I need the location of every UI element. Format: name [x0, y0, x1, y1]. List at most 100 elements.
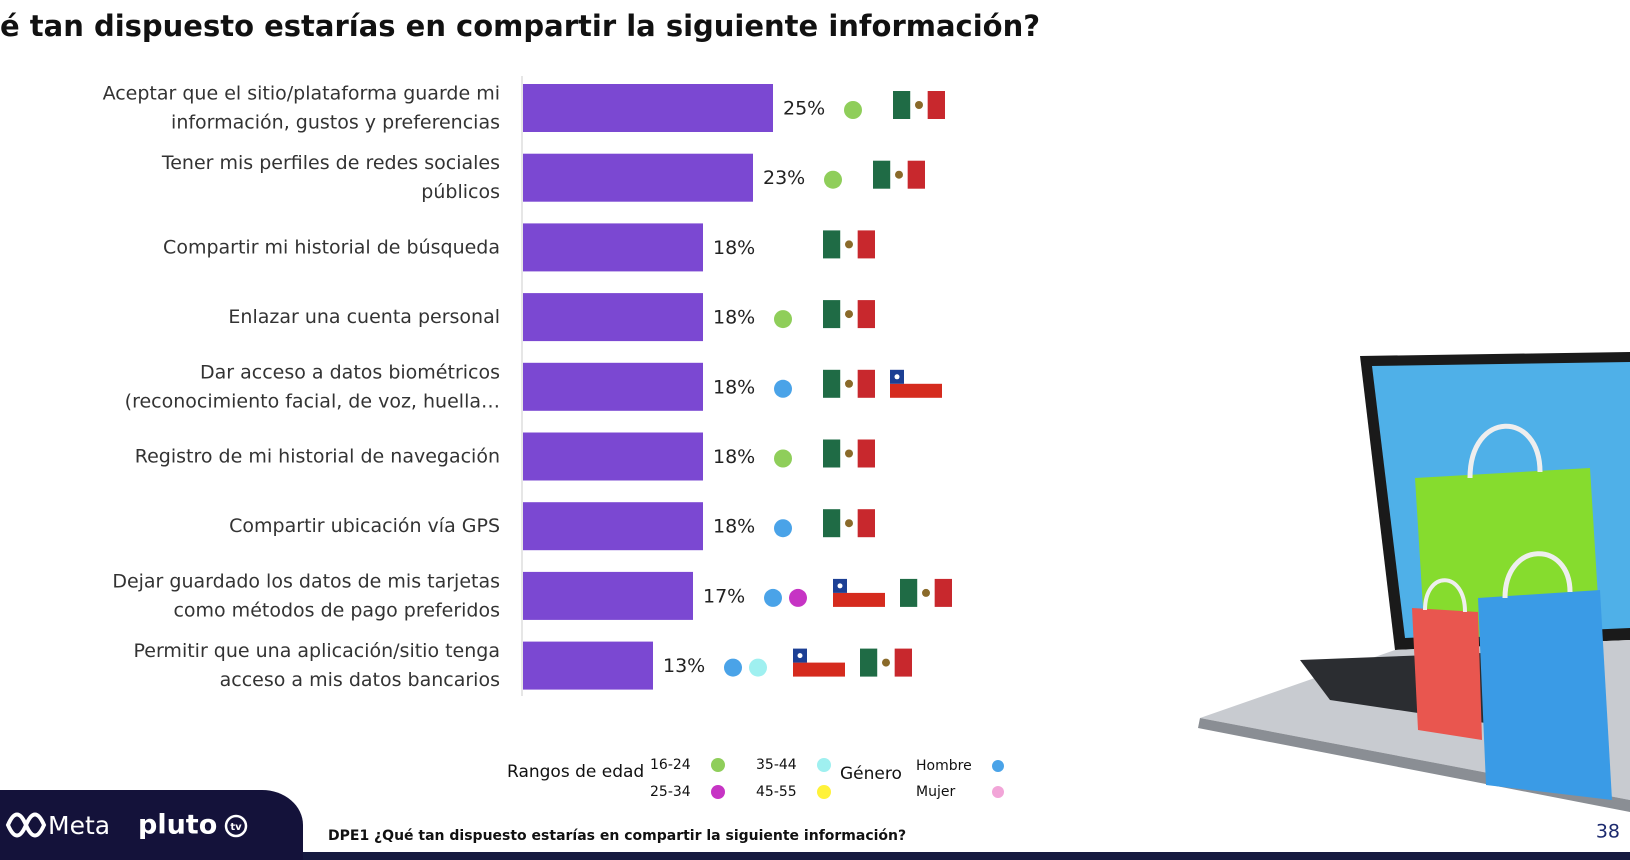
flag-stripe — [857, 439, 875, 468]
marker-dot — [824, 170, 842, 189]
value-label: 18% — [713, 446, 755, 468]
flag-stripe — [823, 509, 841, 538]
legend-label: Hombre — [916, 758, 972, 774]
legend-swatch — [992, 760, 1004, 772]
legend-swatch — [992, 786, 1004, 798]
category-label: Enlazar una cuenta personal — [228, 306, 500, 328]
value-label: 18% — [713, 307, 755, 329]
marker-dot — [764, 588, 782, 607]
laptop-illustration — [1198, 352, 1630, 812]
category-label: Registro de mi historial de navegación — [135, 445, 500, 467]
bar — [523, 432, 703, 481]
legend-title: Género — [840, 764, 902, 784]
legend-title: Rangos de edad — [507, 762, 644, 782]
flag-stripe — [860, 648, 878, 677]
flag-emblem — [895, 170, 903, 179]
footer-logo-panel — [0, 790, 303, 860]
flag-stripe — [907, 160, 925, 189]
bar — [523, 153, 753, 202]
category-line: Enlazar una cuenta personal — [228, 306, 500, 328]
marker-dot — [844, 101, 862, 119]
bar — [523, 571, 693, 620]
marker-dot — [774, 519, 792, 538]
value-label: 18% — [713, 516, 755, 538]
category-label: Aceptar que el sitio/plataforma guarde m… — [103, 82, 500, 133]
legend-swatch — [817, 785, 831, 799]
flag-stripe — [927, 91, 945, 119]
bar — [523, 362, 703, 411]
flag-stripe — [934, 578, 952, 607]
legend-swatch — [711, 785, 725, 799]
category-line: Compartir ubicación vía GPS — [229, 515, 500, 537]
brand-meta: Meta — [48, 811, 110, 840]
marker-dot — [774, 449, 792, 468]
flag-emblem — [882, 658, 890, 667]
value-label: 25% — [783, 98, 825, 120]
category-line: información, gustos y preferencias — [171, 111, 500, 133]
category-line: Dejar guardado los datos de mis tarjetas — [112, 570, 500, 592]
meta-logo — [5, 812, 47, 838]
flag-stripe — [823, 300, 841, 329]
value-label: 17% — [703, 585, 745, 607]
legend-label: 35-44 — [756, 757, 797, 773]
legend-label: 45-55 — [756, 784, 797, 800]
category-line: Aceptar que el sitio/plataforma guarde m… — [103, 82, 500, 104]
flag-emblem — [915, 101, 923, 109]
flag-stripe — [823, 369, 841, 398]
flag-stripe — [857, 230, 875, 259]
flag-emblem — [845, 310, 853, 319]
flag-star — [837, 583, 843, 589]
flag-stripe — [823, 230, 841, 259]
legend-label: Mujer — [916, 784, 955, 800]
bar — [523, 223, 703, 272]
flag-stripe — [873, 160, 891, 189]
flag-emblem — [922, 588, 930, 597]
footer-question: DPE1 ¿Qué tan dispuesto estarías en comp… — [328, 828, 906, 844]
category-line: Permitir que una aplicación/sitio tenga — [133, 640, 500, 662]
category-label: Compartir ubicación vía GPS — [229, 515, 500, 537]
value-label: 18% — [713, 376, 755, 398]
page-number: 38 — [1596, 821, 1620, 843]
flag-star — [797, 653, 803, 659]
flag-stripe — [857, 509, 875, 538]
marker-dot — [749, 658, 767, 677]
flag-stripe — [857, 369, 875, 398]
legend-label: 25-34 — [650, 784, 691, 800]
category-line: públicos — [421, 181, 500, 203]
brand-pluto: pluto — [138, 810, 217, 841]
marker-dot — [774, 310, 792, 329]
flag-stripe — [823, 439, 841, 468]
flag-stripe — [793, 662, 845, 677]
marker-dot — [774, 379, 792, 398]
marker-dot — [724, 658, 742, 677]
value-label: 18% — [713, 237, 755, 259]
bar — [523, 641, 653, 690]
value-label: 13% — [663, 655, 705, 677]
flag-stripe — [900, 578, 918, 607]
pluto-badge — [224, 814, 248, 838]
category-label: Dar acceso a datos biométricos (reconocim… — [125, 361, 500, 412]
flag-stripe — [893, 91, 911, 119]
flag-stripe — [857, 300, 875, 329]
category-line: Compartir mi historial de búsqueda — [163, 236, 500, 258]
category-label: Tener mis perfiles de redes sociales públ… — [161, 152, 500, 203]
bar — [523, 502, 703, 551]
category-line: (reconocimiento facial, de voz, huella… — [125, 390, 500, 412]
category-line: como métodos de pago preferidos — [173, 599, 500, 621]
category-label: Permitir que una aplicación/sitio tenga a… — [133, 640, 500, 691]
footer-band — [0, 852, 1630, 860]
category-line: Registro de mi historial de navegación — [135, 445, 500, 467]
legend-swatch — [817, 758, 831, 772]
flag-emblem — [845, 519, 853, 528]
category-label: Compartir mi historial de búsqueda — [163, 236, 500, 258]
pluto-badge-text: tv — [230, 822, 242, 833]
flag-star — [894, 374, 900, 380]
chart-title: é tan dispuesto estarías en compartir la… — [0, 9, 1040, 43]
category-label: Dejar guardado los datos de mis tarjetas… — [112, 570, 500, 621]
category-line: Tener mis perfiles de redes sociales — [161, 152, 500, 174]
flag-emblem — [845, 379, 853, 388]
flag-stripe — [890, 383, 942, 398]
bar — [523, 84, 773, 132]
flag-stripe — [833, 592, 885, 607]
